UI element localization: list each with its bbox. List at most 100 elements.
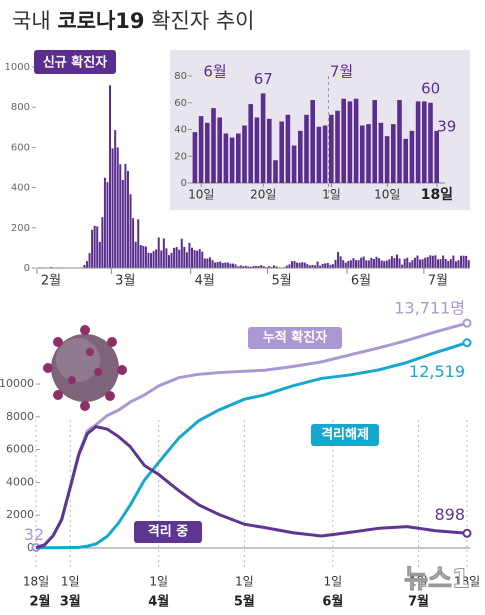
bar [357, 260, 360, 268]
x-tick-label: 2월 [41, 274, 61, 289]
bar [406, 257, 409, 268]
credit: 뉴스1 [404, 565, 470, 595]
inset-bar [384, 136, 390, 183]
bar [319, 265, 322, 268]
bar [262, 266, 265, 268]
bar [372, 258, 375, 268]
bar [106, 182, 109, 268]
line [35, 425, 468, 550]
bar [349, 260, 352, 268]
line [35, 341, 468, 550]
bar [362, 256, 365, 268]
inset-y-tick-label: 80 [174, 71, 187, 82]
bar [447, 260, 450, 268]
bar [234, 264, 237, 268]
bar [134, 241, 137, 268]
bar [352, 258, 355, 268]
y-tick-label: 6000 [6, 443, 34, 456]
series-label-box [134, 521, 202, 543]
bar [144, 246, 147, 268]
bar [388, 259, 391, 268]
bar [288, 264, 291, 268]
inset-month-label: 6월 [203, 63, 226, 81]
bar [314, 265, 317, 268]
inset-bar [372, 100, 377, 183]
bar [311, 264, 314, 268]
series-label: 격리 중 [148, 524, 188, 540]
bar [285, 265, 288, 268]
bar [408, 262, 411, 268]
title: 국내 코로나19 확진자 추이 [12, 9, 254, 33]
bar [360, 257, 363, 268]
bar [224, 262, 227, 268]
inset-x-tick-label: 10일 [374, 188, 400, 202]
bar [126, 170, 129, 268]
end-marker [462, 318, 472, 328]
inset-value-label: 67 [254, 70, 273, 88]
x-tick-label: 1일 [149, 575, 168, 589]
bar [462, 255, 465, 268]
y-tick-label: 10000 [0, 377, 34, 390]
bar [326, 262, 329, 268]
end-marker [462, 528, 472, 538]
bar [50, 266, 53, 268]
bar [308, 265, 311, 268]
bar [150, 253, 153, 268]
inset-bar [229, 137, 235, 183]
inset-x-tick-label: 20일 [250, 188, 276, 202]
x-tick-label: 4월 [195, 274, 215, 289]
bar [232, 263, 235, 268]
inset-bar [353, 98, 359, 183]
title-part: 코로나19 [57, 9, 144, 33]
bar [344, 262, 347, 268]
bar [416, 255, 419, 268]
bar [454, 261, 457, 268]
bar [331, 264, 334, 268]
inset-x-tick-label: 1일 [322, 188, 341, 202]
y-tick-label: 0 [24, 263, 30, 274]
x-tick-label: 18일 [454, 575, 480, 589]
bar [111, 148, 114, 268]
bar [419, 259, 422, 268]
y-tick-label: 0 [27, 541, 34, 554]
bar [270, 266, 273, 268]
value-label: 898 [434, 505, 465, 524]
bar [355, 260, 358, 268]
bar [170, 252, 173, 268]
bar [221, 262, 224, 268]
inset-bar [273, 160, 278, 183]
x-tick-label: 1일 [61, 575, 80, 589]
bar [337, 252, 340, 268]
bar [290, 261, 293, 268]
bar [431, 255, 434, 268]
bar [429, 255, 432, 268]
bar [96, 226, 99, 268]
bar [411, 260, 414, 268]
y-tick-label: 800 [11, 102, 30, 113]
bar [129, 194, 132, 268]
bar [239, 265, 242, 268]
inset-bar [360, 125, 365, 183]
bar [162, 238, 165, 268]
bar [193, 250, 196, 268]
value-label: 32 [24, 525, 44, 544]
bar [155, 249, 158, 268]
end-marker [462, 338, 472, 348]
bar [211, 260, 214, 268]
bar [442, 255, 445, 268]
bar [103, 177, 106, 268]
bar [185, 252, 188, 268]
inset-bar [198, 116, 204, 183]
bar [237, 266, 240, 268]
inset-bar [316, 126, 322, 183]
inset-bar [397, 100, 402, 183]
inset-bar [298, 130, 303, 183]
bar [167, 255, 170, 268]
bar [395, 254, 398, 268]
bar [306, 264, 309, 268]
bar [398, 258, 401, 268]
inset-bar [329, 114, 334, 183]
inset-month-label: 7월 [330, 63, 353, 81]
bar [334, 259, 337, 268]
value-label: 12,519 [409, 362, 465, 381]
